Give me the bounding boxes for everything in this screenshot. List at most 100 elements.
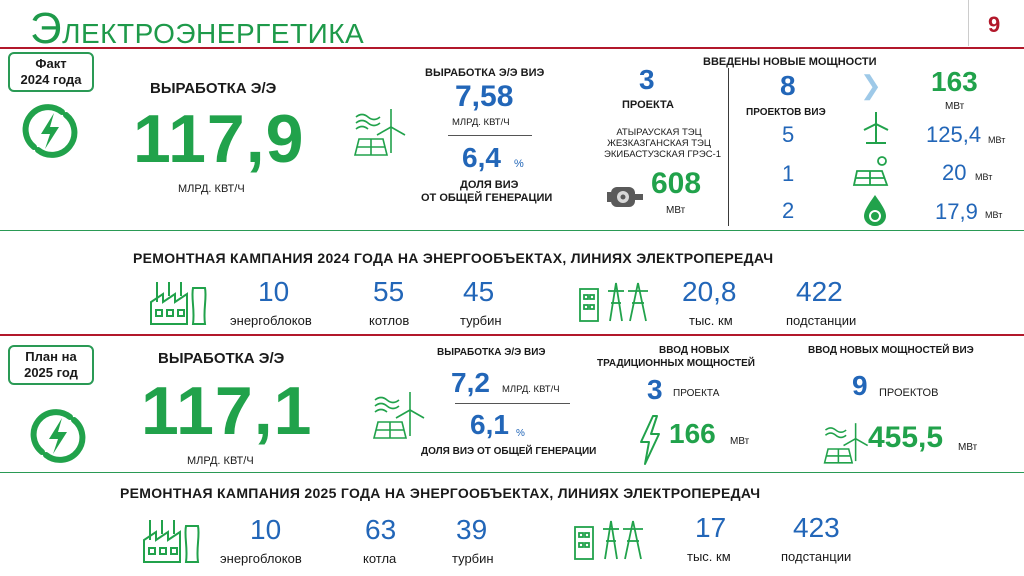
fact-res-projects-value: 8 [780,70,796,101]
lightning-icon [22,104,78,158]
repair-2025-stat-value: 423 [793,512,840,543]
plan-res-new-label: ВВОД НОВЫХ МОЩНОСТЕЙ ВИЭ [808,345,974,356]
section-divider [0,230,1024,231]
repair-2025-stat-value: 10 [250,514,282,545]
repair-2024-stat-label: тыс. км [689,313,733,328]
wind-solar-icon [353,109,406,156]
breakdown-value: 125,4 [926,122,982,147]
fact-res-projects-label: ПРОЕКТОВ ВИЭ [746,107,826,118]
fact-res-unit: МЛРД. КВТ/Ч [452,117,510,128]
repair-2024-stat-value: 422 [796,276,843,307]
plan-res-new-mw-value: 455,5 [868,421,944,454]
fact-res-value: 7,58 [455,80,514,113]
plan-res-new-projects-label: ПРОЕКТОВ [879,387,939,399]
fact-res-divider [448,135,532,136]
breakdown-unit: МВт [975,172,993,182]
page-title: ЭЛЕКТРОЭНЕРГЕТИКА [30,4,365,53]
repair-2025-stat-label: подстанции [781,549,852,564]
breakdown-unit: МВт [988,135,1006,145]
plan-share-label: ДОЛЯ ВИЭ ОТ ОБЩЕЙ ГЕНЕРАЦИИ [421,446,597,457]
plan-trad-label-2: ТРАДИЦИОННЫХ МОЩНОСТЕЙ [597,358,755,369]
fact-share-unit: % [514,158,524,170]
breakdown-value: 20 [942,160,967,185]
page-number: 9 [988,12,1001,37]
chevron-right-icon: ❯ [860,70,882,100]
repair-2025-stat-label: котла [363,551,397,566]
plan-res-new-projects-value: 9 [852,370,868,401]
power-plant-icon [143,520,200,563]
fact-column-divider [728,68,729,226]
repair-2024-stat-value: 20,8 [682,276,737,307]
plan-trad-mw-unit: МВт [730,436,750,447]
plan-production-value: 117,1 [141,373,313,449]
fact-new-cap-label: ВВЕДЕНЫ НОВЫЕ МОЩНОСТИ [703,56,877,68]
section-divider [0,472,1024,473]
plan-trad-projects-value: 3 [647,374,663,405]
fact-share-label-1: ДОЛЯ ВИЭ [460,179,519,191]
repair-2025-stat-value: 63 [365,514,397,545]
plan-res-divider [455,403,570,404]
plant-item: ЭКИБАСТУЗСКАЯ ГРЭС-1 [604,149,721,160]
lightning-icon [30,409,86,463]
hydro-drop-icon [864,195,886,226]
lightning-bolt-icon [640,415,660,465]
plan-res-new-mw-unit: МВт [958,442,978,453]
plan-res-label: ВЫРАБОТКА Э/Э ВИЭ [437,347,546,358]
fact-total-mw-value: 163 [931,66,978,97]
plan-trad-projects-label: ПРОЕКТА [673,388,720,399]
repair-2024-stat-value: 55 [373,276,405,307]
fact-production-unit: МЛРД. КВТ/Ч [178,183,245,195]
plan-trad-mw-value: 166 [669,418,716,449]
fact-production-label: ВЫРАБОТКА Э/Э [150,80,277,97]
wind-solar-icon [823,423,869,464]
plant-item: ЖЕЗКАЗГАНСКАЯ ТЭЦ [607,138,711,149]
fact-plants-mw-unit: МВт [666,205,686,216]
plan-badge: План на 2025 год [8,345,94,385]
fact-projects-value: 3 [639,64,655,95]
plant-item: АТЫРАУСКАЯ ТЭЦ [616,127,702,138]
repair-2025-stat-value: 17 [695,512,727,543]
repair-2025-stat-label: энергоблоков [220,551,302,566]
wind-solar-icon [372,392,425,439]
plan-res-value: 7,2 [451,367,490,398]
fact-plants-mw-value: 608 [651,167,702,200]
plan-share-unit: % [516,428,525,439]
breakdown-count: 5 [782,122,795,147]
breakdown-unit: МВт [985,210,1003,220]
breakdown-count: 2 [782,198,795,223]
plan-share-value: 6,1 [470,409,509,440]
fact-share-value: 6,4 [462,142,501,173]
plan-res-unit: МЛРД. КВТ/Ч [502,384,560,395]
repair-2025-stat-label: турбин [452,551,494,566]
repair-2025-heading: РЕМОНТНАЯ КАМПАНИЯ 2025 ГОДА НА ЭНЕРГООБ… [120,485,761,501]
repair-2024-stat-label: котлов [369,313,410,328]
header-divider [968,0,969,46]
repair-2024-stat-value: 45 [463,276,495,307]
repair-2024-stat-label: подстанции [786,313,857,328]
breakdown-value: 17,9 [935,199,978,224]
fact-production-value: 117,9 [133,101,305,177]
repair-2025-stat-label: тыс. км [687,549,731,564]
solar-panel-icon [852,156,889,186]
plan-production-unit: МЛРД. КВТ/Ч [187,455,254,467]
generator-icon [607,187,643,207]
fact-share-label-2: ОТ ОБЩЕЙ ГЕНЕРАЦИИ [421,192,553,204]
repair-2024-stat-label: энергоблоков [230,313,312,328]
plan-section-rule [0,334,1024,336]
fact-badge: Факт 2024 года [8,52,94,92]
repair-2024-stat-value: 10 [258,276,290,307]
fact-res-label: ВЫРАБОТКА Э/Э ВИЭ [425,67,545,79]
fact-projects-label: ПРОЕКТА [622,99,674,111]
fact-plants-list: АТЫРАУСКАЯ ТЭЦ ЖЕЗКАЗГАНСКАЯ ТЭЦ ЭКИБАСТ… [604,127,721,160]
repair-2024-heading: РЕМОНТНАЯ КАМПАНИЯ 2024 ГОДА НА ЭНЕРГООБ… [133,250,774,266]
plan-trad-label-1: ВВОД НОВЫХ [659,345,730,356]
wind-turbine-icon [863,112,889,144]
power-plant-icon [150,282,207,325]
substation-icon [574,520,643,560]
plan-production-label: ВЫРАБОТКА Э/Э [158,350,285,367]
fact-total-mw-unit: МВт [945,101,965,112]
substation-icon [579,282,648,322]
header-rule [0,47,1024,49]
breakdown-count: 1 [782,161,795,186]
repair-2025-stat-value: 39 [456,514,488,545]
